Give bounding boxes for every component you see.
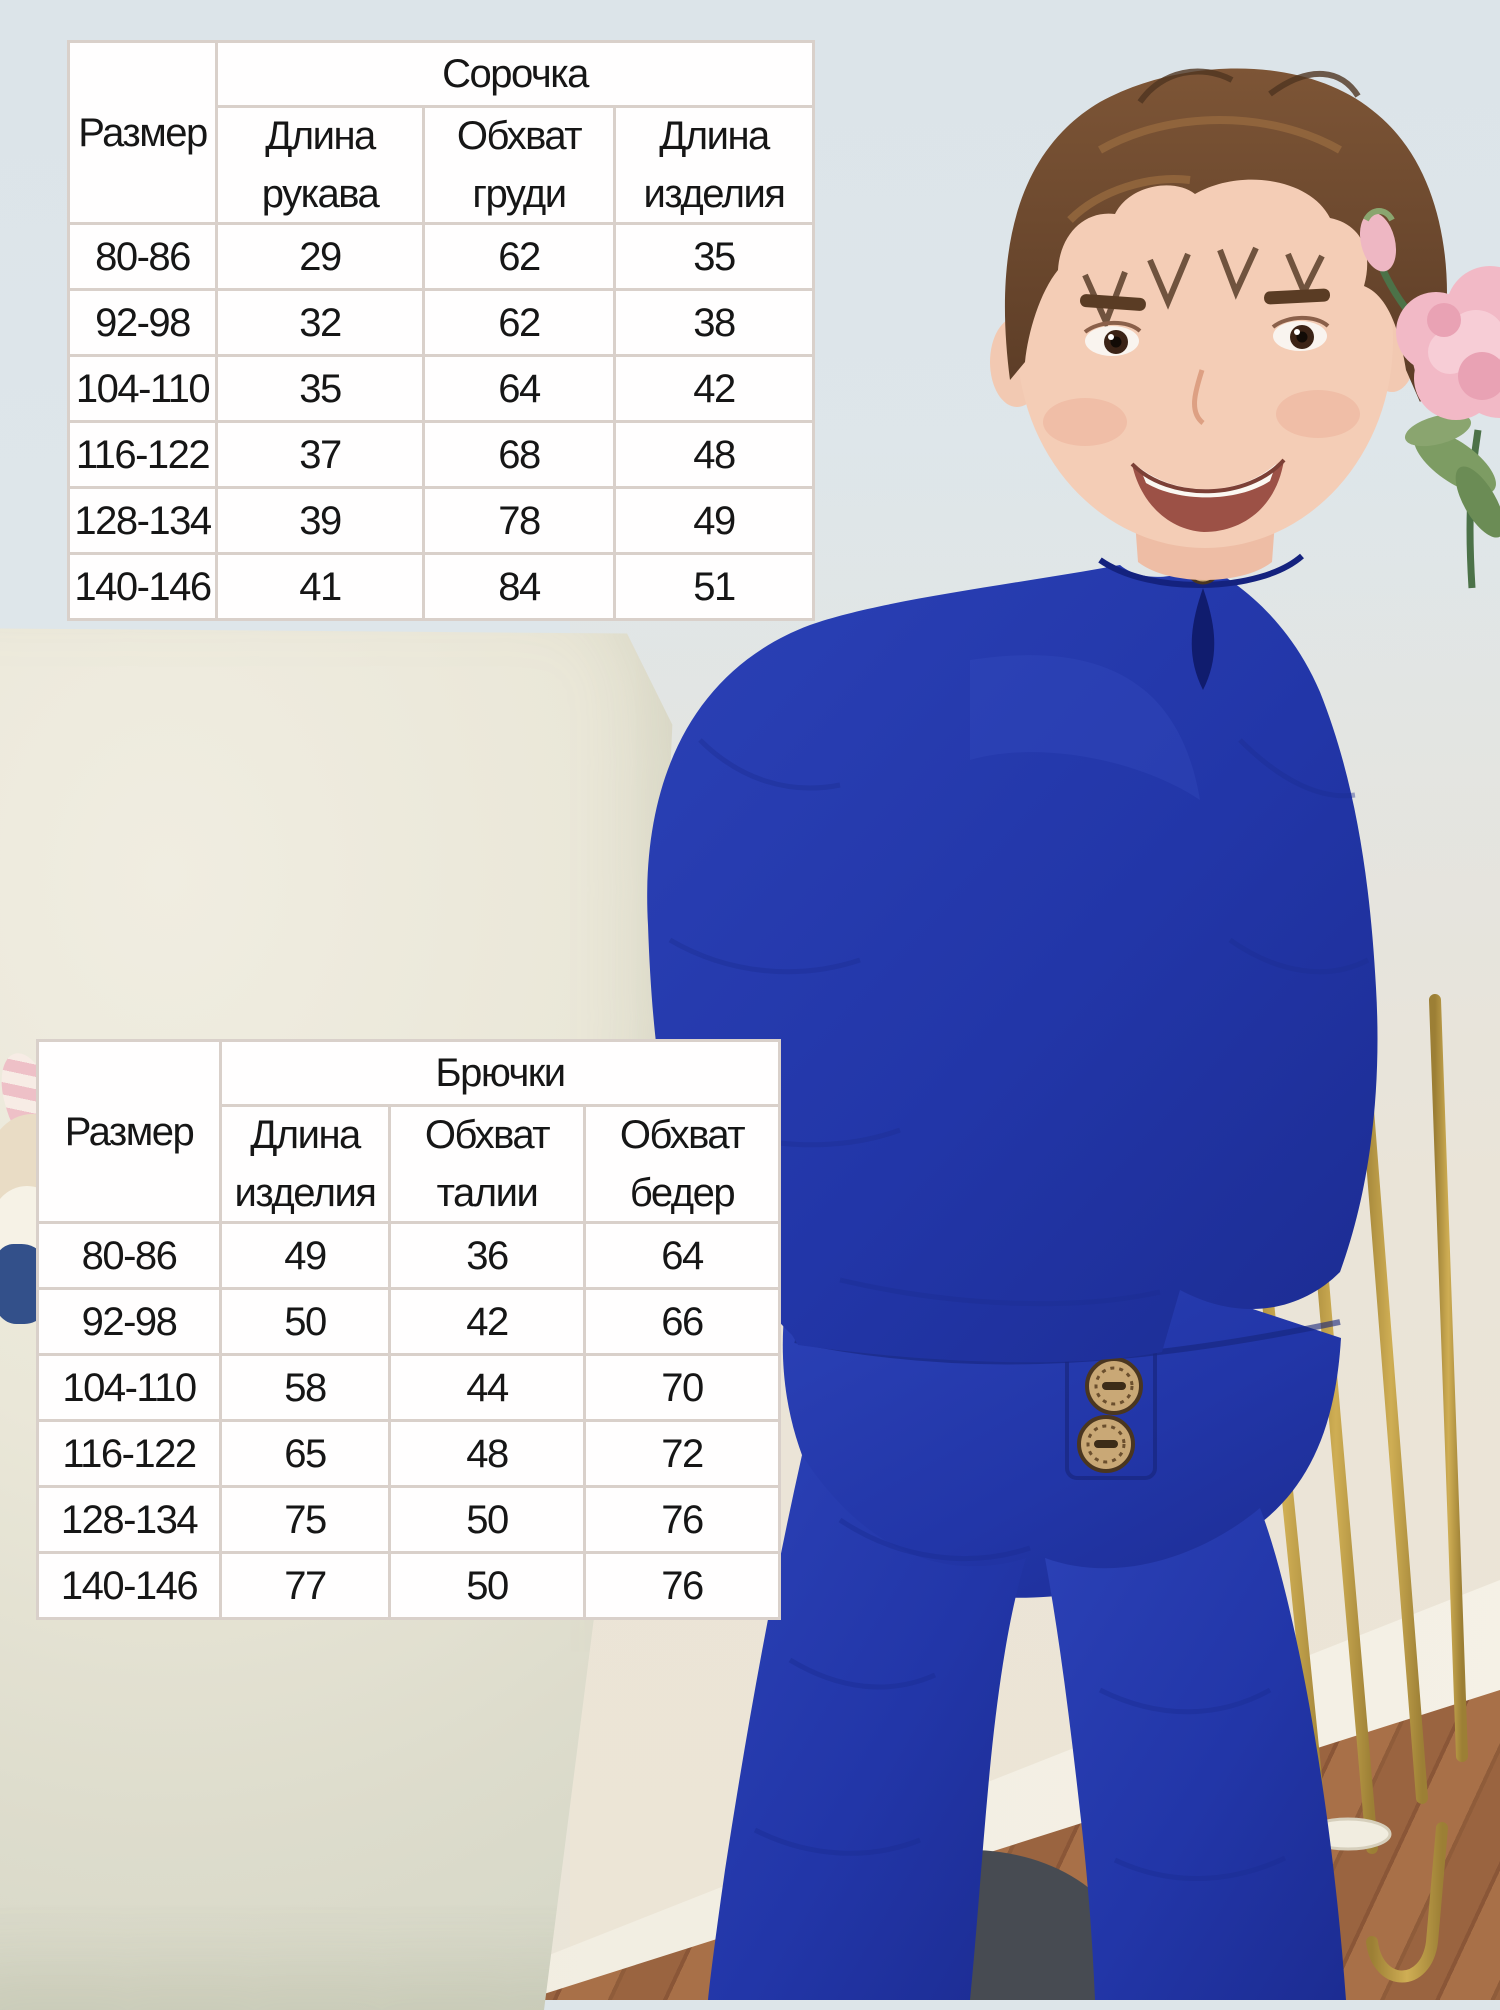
value-cell: 37	[218, 423, 422, 486]
pants-button-bottom	[1077, 1415, 1135, 1473]
value-cell: 75	[222, 1488, 388, 1551]
face	[1017, 132, 1393, 548]
nose	[1192, 369, 1205, 425]
value-cell: 62	[425, 225, 613, 288]
value-cell: 76	[586, 1488, 778, 1551]
shirt	[647, 549, 1378, 1363]
size-cell: 140-146	[70, 555, 215, 618]
column-header-waist: Обхват талии	[391, 1107, 583, 1221]
peony-flower	[1360, 208, 1500, 589]
value-cell: 35	[616, 225, 812, 288]
value-cell: 36	[391, 1224, 583, 1287]
boy	[647, 68, 1448, 2000]
value-cell: 42	[391, 1290, 583, 1353]
boy-photo	[647, 68, 1468, 2000]
value-cell: 38	[616, 291, 812, 354]
value-cell: 29	[218, 225, 422, 288]
size-cell: 116-122	[39, 1422, 219, 1485]
value-cell: 49	[616, 489, 812, 552]
left-eye	[1083, 320, 1142, 356]
flower-bud	[1360, 208, 1397, 272]
size-cell: 92-98	[70, 291, 215, 354]
left-eyebrow	[1079, 294, 1146, 311]
pants-size-table: Размер Брючки Длина изделия Обхват талии…	[36, 1039, 781, 1620]
shirt-table-title: Сорочка	[218, 43, 812, 105]
hair-highlight	[1067, 116, 1342, 223]
pants-wrinkles	[753, 1517, 1287, 1881]
right-cheek	[1276, 390, 1360, 438]
value-cell: 77	[222, 1554, 388, 1617]
value-cell: 64	[586, 1224, 778, 1287]
value-cell: 39	[218, 489, 422, 552]
size-cell: 128-134	[39, 1488, 219, 1551]
shirt-body	[647, 564, 1378, 1363]
shirt-size-table: Размер Сорочка Длина рукава Обхват груди…	[67, 40, 815, 621]
size-cell: 128-134	[70, 489, 215, 552]
column-header-item-length: Длина изделия	[616, 108, 812, 222]
value-cell: 62	[425, 291, 613, 354]
size-cell: 80-86	[70, 225, 215, 288]
value-cell: 72	[586, 1422, 778, 1485]
value-cell: 42	[616, 357, 812, 420]
value-cell: 35	[218, 357, 422, 420]
size-cell: 92-98	[39, 1290, 219, 1353]
size-column-header: Размер	[39, 1042, 219, 1221]
size-cell: 104-110	[39, 1356, 219, 1419]
size-cell: 116-122	[70, 423, 215, 486]
value-cell: 70	[586, 1356, 778, 1419]
value-cell: 64	[425, 357, 613, 420]
value-cell: 41	[218, 555, 422, 618]
column-header-sleeve-length: Длина рукава	[218, 108, 422, 222]
pants-hips	[782, 1285, 1341, 1598]
value-cell: 66	[586, 1290, 778, 1353]
pants-table-title: Брючки	[222, 1042, 778, 1104]
mouth	[1130, 458, 1286, 532]
value-cell: 32	[218, 291, 422, 354]
right-eyebrow	[1264, 288, 1331, 305]
value-cell: 44	[391, 1356, 583, 1419]
size-column-header: Размер	[70, 43, 215, 222]
value-cell: 49	[222, 1224, 388, 1287]
pants-right-leg	[1045, 1508, 1346, 2000]
column-header-item-length: Длина изделия	[222, 1107, 388, 1221]
flower-bloom	[1396, 266, 1500, 420]
column-header-chest: Обхват груди	[425, 108, 613, 222]
shirt-highlight	[970, 655, 1200, 800]
value-cell: 48	[616, 423, 812, 486]
value-cell: 50	[391, 1488, 583, 1551]
value-cell: 51	[616, 555, 812, 618]
right-eye	[1271, 315, 1330, 351]
value-cell: 50	[222, 1290, 388, 1353]
flower-leaves	[1404, 413, 1500, 538]
pants-left-leg	[708, 1455, 1026, 2000]
size-cell: 80-86	[39, 1224, 219, 1287]
size-cell: 140-146	[39, 1554, 219, 1617]
pants-button-top	[1085, 1357, 1143, 1415]
value-cell: 78	[425, 489, 613, 552]
left-cheek	[1043, 398, 1127, 446]
column-header-hips: Обхват бедер	[586, 1107, 778, 1221]
shirt-wrinkles	[668, 738, 1370, 1307]
value-cell: 76	[586, 1554, 778, 1617]
keyhole-slit	[1191, 588, 1215, 690]
value-cell: 58	[222, 1356, 388, 1419]
value-cell: 68	[425, 423, 613, 486]
head	[990, 68, 1448, 580]
value-cell: 65	[222, 1422, 388, 1485]
pants	[708, 1285, 1346, 2000]
value-cell: 48	[391, 1422, 583, 1485]
size-cell: 104-110	[70, 357, 215, 420]
value-cell: 84	[425, 555, 613, 618]
collar-seam	[1098, 553, 1304, 588]
value-cell: 50	[391, 1554, 583, 1617]
